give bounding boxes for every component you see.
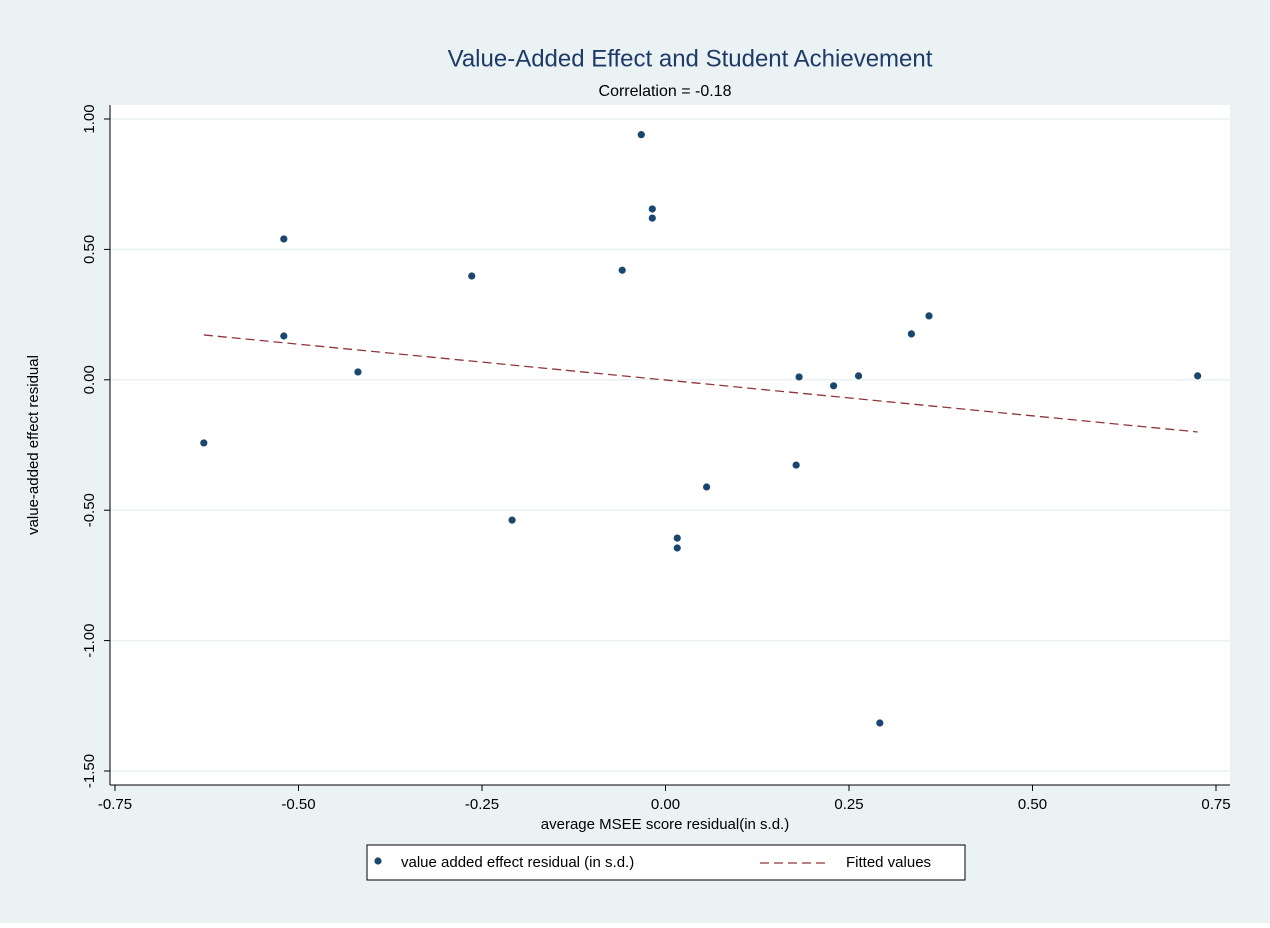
legend-label: Fitted values xyxy=(846,854,931,871)
y-tick-label: -1.00 xyxy=(81,623,98,657)
point xyxy=(618,266,626,274)
point xyxy=(648,214,656,222)
point xyxy=(703,483,711,491)
point xyxy=(200,439,208,447)
point xyxy=(1194,372,1202,380)
x-tick-label: 0.25 xyxy=(834,796,863,813)
chart-title: Value-Added Effect and Student Achieveme… xyxy=(448,45,933,72)
point xyxy=(648,205,656,213)
point xyxy=(468,272,476,280)
fit-line xyxy=(203,334,1198,433)
point xyxy=(792,461,800,469)
x-tick-label: 0.75 xyxy=(1201,796,1230,813)
x-tick-label: -0.50 xyxy=(281,796,315,813)
x-tick-label: -0.75 xyxy=(98,796,132,813)
x-axis-title: average MSEE score residual(in s.d.) xyxy=(541,816,789,833)
point xyxy=(637,131,645,139)
point xyxy=(876,719,884,727)
x-tick-label: 0.50 xyxy=(1018,796,1047,813)
y-tick-label: 0.00 xyxy=(81,365,98,394)
x-tick-label: -0.25 xyxy=(465,796,499,813)
legend-marker xyxy=(374,857,382,865)
y-tick-label: 1.00 xyxy=(81,104,98,133)
y-tick-label: -1.50 xyxy=(81,754,98,788)
point xyxy=(673,544,681,552)
chart-subtitle: Correlation = -0.18 xyxy=(599,83,732,100)
point xyxy=(854,372,863,380)
point xyxy=(829,382,838,390)
legend xyxy=(366,844,966,881)
point xyxy=(673,534,681,542)
point xyxy=(795,373,803,381)
point xyxy=(925,312,933,320)
point xyxy=(354,368,362,376)
y-tick-label: -0.50 xyxy=(81,493,98,527)
y-axis-title: value-added effect residual xyxy=(25,355,42,535)
point xyxy=(280,332,288,340)
point xyxy=(508,516,516,524)
point xyxy=(907,330,915,338)
point xyxy=(280,235,288,243)
plot-area xyxy=(110,105,1230,785)
y-tick-label: 0.50 xyxy=(81,235,98,264)
legend-label: value added effect residual (in s.d.) xyxy=(401,854,634,871)
x-tick-label: 0.00 xyxy=(651,796,680,813)
